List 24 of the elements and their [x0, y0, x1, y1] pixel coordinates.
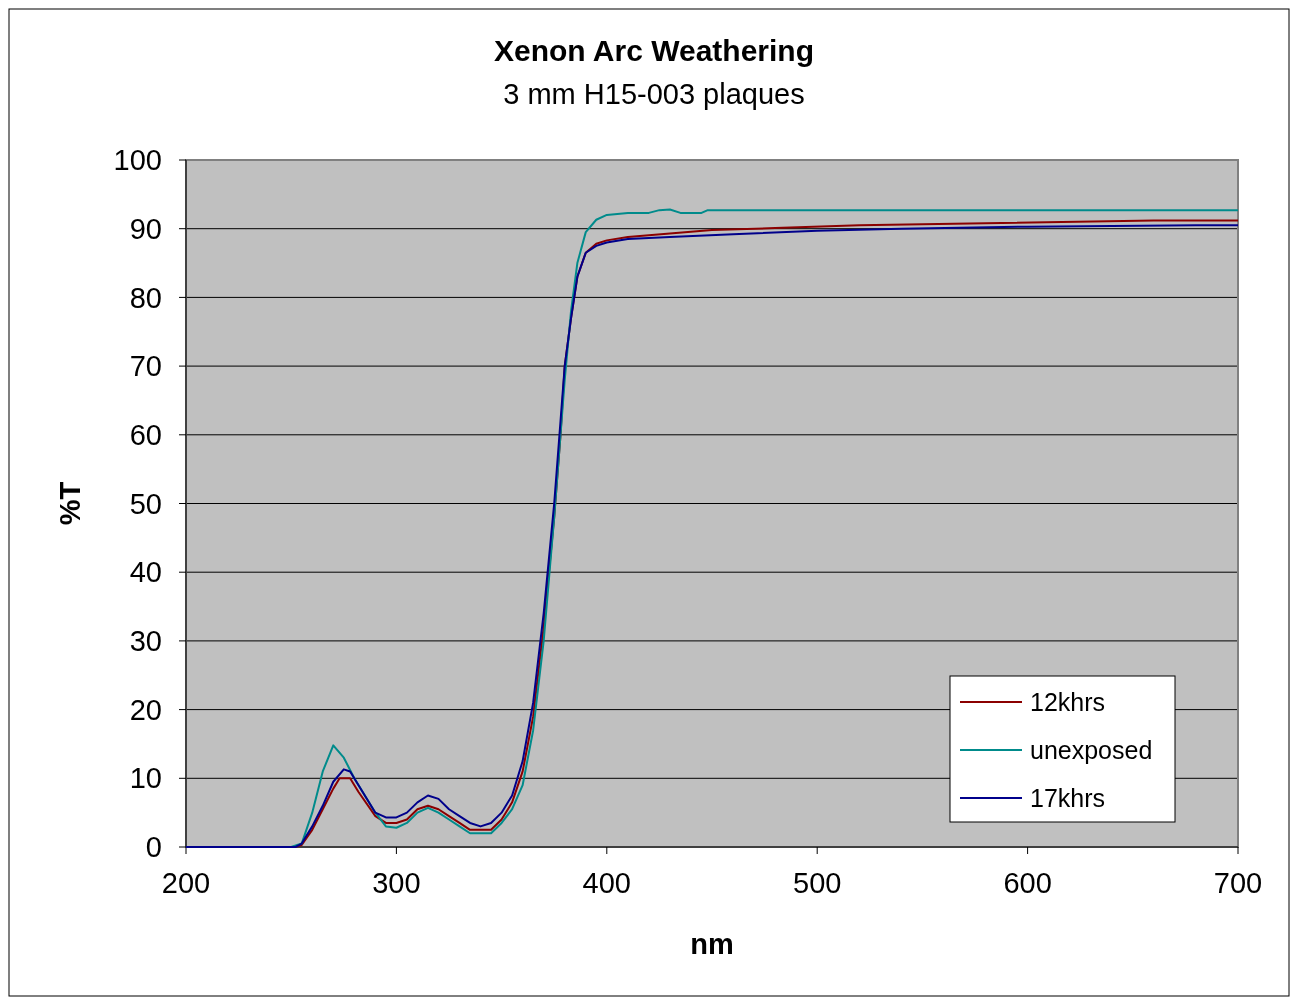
x-tick-label: 200 [161, 867, 211, 899]
x-tick-label: 400 [582, 867, 631, 899]
x-tick-label: 700 [1213, 867, 1263, 899]
legend-label: 12khrs [1030, 687, 1106, 716]
y-tick-label: 90 [129, 212, 162, 245]
y-tick-label: 20 [129, 693, 162, 726]
y-tick-label: 10 [129, 762, 162, 795]
legend-label: unexposed [1030, 735, 1153, 764]
y-tick-label: 0 [145, 831, 162, 864]
y-tick-label: 50 [129, 487, 162, 520]
x-axis-title: nm [690, 928, 734, 960]
y-tick-label: 30 [129, 625, 162, 658]
y-tick-label: 80 [129, 281, 162, 314]
x-tick-label: 500 [793, 867, 842, 899]
y-tick-label: 40 [129, 556, 162, 589]
x-tick-label: 600 [1003, 867, 1052, 899]
chart-title: Xenon Arc Weathering [493, 34, 815, 67]
legend-label: 17khrs [1030, 783, 1106, 812]
y-tick-label: 100 [113, 144, 162, 177]
y-tick-label: 70 [129, 350, 162, 383]
chart-subtitle: 3 mm H15-003 plaques [503, 78, 805, 110]
x-tick-label: 300 [372, 867, 421, 899]
y-tick-label: 60 [129, 418, 162, 451]
y-axis-title: %T [54, 481, 86, 526]
